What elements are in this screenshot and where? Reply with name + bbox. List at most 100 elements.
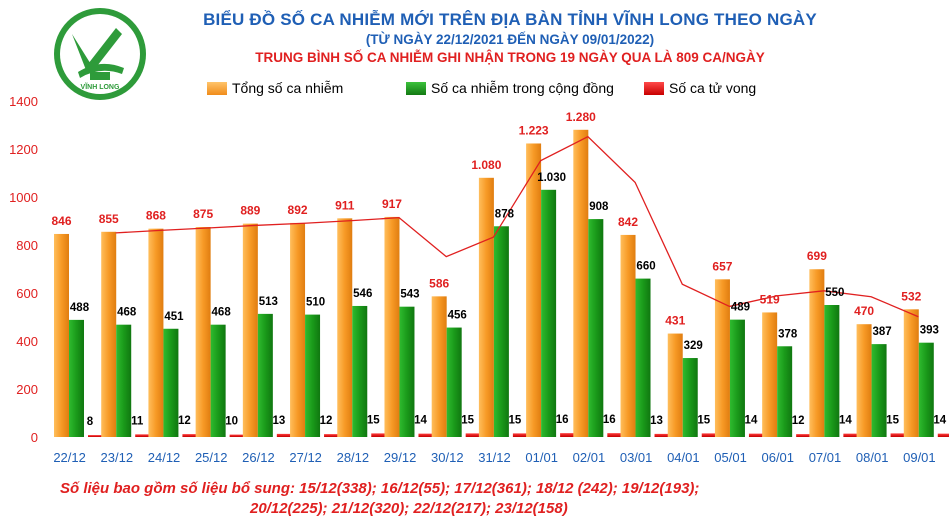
bar-total bbox=[384, 216, 400, 437]
chart-subtitle: (TỪ NGÀY 22/12/2021 ĐẾN NGÀY 09/01/2022) bbox=[365, 32, 655, 47]
bar-community bbox=[305, 314, 321, 437]
bar-deaths bbox=[748, 433, 764, 437]
bar-community bbox=[918, 342, 934, 437]
bar-deaths bbox=[418, 433, 434, 437]
data-label-total: 699 bbox=[807, 249, 827, 263]
bar-deaths bbox=[843, 433, 859, 437]
bar-total bbox=[101, 231, 117, 437]
y-tick-label: 400 bbox=[16, 334, 38, 349]
data-label-community: 513 bbox=[259, 296, 278, 308]
x-tick-label: 31/12 bbox=[478, 450, 511, 465]
data-label-total: 917 bbox=[382, 197, 402, 211]
x-tick-label: 04/01 bbox=[667, 450, 700, 465]
vinh-long-logo bbox=[54, 8, 146, 100]
y-tick-label: 800 bbox=[16, 238, 38, 253]
data-label-community: 546 bbox=[353, 288, 372, 300]
data-label-community: 543 bbox=[400, 289, 419, 301]
bar-deaths bbox=[512, 433, 528, 437]
data-label-deaths: 11 bbox=[131, 415, 144, 427]
data-label-deaths: 16 bbox=[556, 414, 569, 426]
data-label-total: 875 bbox=[193, 207, 213, 221]
bar-community bbox=[635, 278, 651, 437]
bar-total bbox=[431, 296, 447, 437]
bar-total bbox=[337, 218, 353, 437]
bar-deaths bbox=[654, 433, 670, 437]
bar-total bbox=[526, 143, 542, 438]
data-label-community: 393 bbox=[920, 325, 939, 337]
data-label-deaths: 12 bbox=[792, 415, 805, 427]
x-tick-label: 28/12 bbox=[337, 450, 370, 465]
bar-community bbox=[777, 346, 793, 437]
data-label-total: 868 bbox=[146, 209, 166, 223]
data-label-total: 657 bbox=[712, 259, 732, 273]
bar-deaths bbox=[937, 433, 949, 437]
legend-total: Tổng số ca nhiễm bbox=[207, 80, 343, 96]
bar-deaths bbox=[135, 434, 151, 437]
bar-community bbox=[399, 306, 415, 437]
data-label-deaths: 10 bbox=[225, 416, 238, 428]
data-label-total: 842 bbox=[618, 215, 638, 229]
y-tick-label: 200 bbox=[16, 382, 38, 397]
bar-community bbox=[116, 324, 132, 437]
data-label-community: 1.030 bbox=[537, 172, 566, 184]
legend-swatch-community bbox=[406, 81, 426, 95]
data-label-community: 488 bbox=[70, 302, 90, 314]
legend-label-deaths: Số ca tử vong bbox=[669, 80, 757, 96]
x-tick-label: 02/01 bbox=[573, 450, 606, 465]
data-label-deaths: 15 bbox=[461, 414, 474, 426]
x-tick-label: 22/12 bbox=[53, 450, 86, 465]
bar-total bbox=[195, 227, 211, 437]
x-tick-label: 24/12 bbox=[148, 450, 181, 465]
bar-deaths bbox=[465, 433, 481, 437]
data-label-deaths: 14 bbox=[839, 415, 852, 427]
data-label-community: 510 bbox=[306, 297, 325, 309]
y-tick-label: 600 bbox=[16, 286, 38, 301]
data-label-total: 846 bbox=[51, 214, 71, 228]
y-tick-label: 1400 bbox=[9, 94, 38, 109]
bar-total bbox=[573, 129, 589, 438]
bar-total bbox=[290, 222, 306, 437]
bar-total bbox=[478, 177, 494, 438]
data-label-community: 456 bbox=[448, 310, 467, 322]
y-tick-label: 1000 bbox=[9, 190, 38, 205]
x-tick-label: 08/01 bbox=[856, 450, 889, 465]
average-note: TRUNG BÌNH SỐ CA NHIỄM GHI NHẬN TRONG 19… bbox=[255, 50, 765, 65]
data-label-deaths: 8 bbox=[87, 416, 94, 428]
bar-deaths bbox=[607, 433, 623, 437]
data-label-total: 470 bbox=[854, 304, 874, 318]
bar-total bbox=[856, 324, 872, 437]
bar-deaths bbox=[890, 433, 906, 437]
x-tick-label: 29/12 bbox=[384, 450, 417, 465]
data-label-community: 489 bbox=[731, 302, 750, 314]
data-label-total: 911 bbox=[335, 198, 355, 212]
bar-deaths bbox=[88, 435, 103, 437]
trend-line bbox=[115, 135, 919, 318]
data-label-community: 329 bbox=[684, 340, 703, 352]
data-label-total: 586 bbox=[429, 276, 449, 290]
data-label-deaths: 15 bbox=[508, 414, 521, 426]
bar-community bbox=[210, 324, 226, 437]
data-label-total: 519 bbox=[760, 292, 780, 306]
data-label-deaths: 15 bbox=[367, 414, 380, 426]
data-label-total: 532 bbox=[901, 289, 921, 303]
bar-community bbox=[352, 305, 368, 437]
bar-total bbox=[54, 233, 69, 437]
data-label-total: 1.280 bbox=[566, 110, 596, 124]
bar-community bbox=[541, 189, 557, 437]
data-label-deaths: 12 bbox=[178, 415, 191, 427]
data-label-community: 468 bbox=[117, 307, 137, 319]
bar-community bbox=[682, 358, 698, 437]
x-tick-label: 03/01 bbox=[620, 450, 653, 465]
legend-community: Số ca nhiễm trong cộng đồng bbox=[406, 80, 614, 96]
legend-label-community: Số ca nhiễm trong cộng đồng bbox=[431, 80, 614, 96]
bar-deaths bbox=[182, 434, 198, 437]
x-tick-label: 09/01 bbox=[903, 450, 936, 465]
bar-total bbox=[762, 312, 778, 437]
footnote-line-1: Số liệu bao gồm số liệu bổ sung: 15/12(3… bbox=[60, 480, 700, 497]
data-label-deaths: 16 bbox=[603, 414, 616, 426]
legend-swatch-total bbox=[207, 81, 227, 95]
data-label-total: 431 bbox=[665, 314, 685, 328]
chart-title: BIỂU ĐỒ SỐ CA NHIỄM MỚI TRÊN ĐỊA BÀN TỈN… bbox=[203, 10, 817, 29]
bar-community bbox=[493, 226, 509, 437]
bar-total bbox=[809, 269, 825, 437]
